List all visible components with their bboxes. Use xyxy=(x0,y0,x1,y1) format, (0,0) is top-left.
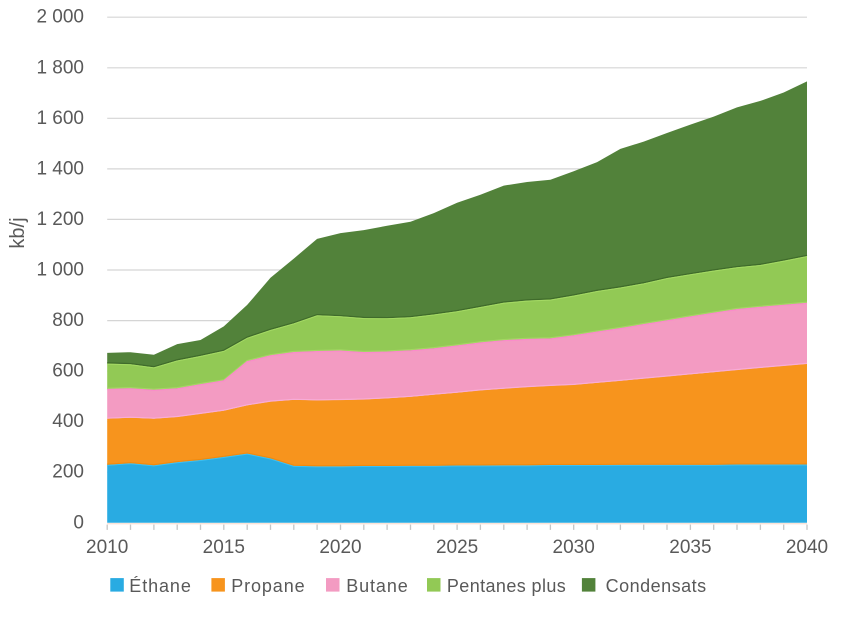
svg-text:1 600: 1 600 xyxy=(36,108,84,129)
svg-text:2040: 2040 xyxy=(786,537,828,558)
svg-text:2035: 2035 xyxy=(669,537,711,558)
svg-text:1 800: 1 800 xyxy=(36,57,84,78)
svg-text:2025: 2025 xyxy=(436,537,478,558)
svg-text:800: 800 xyxy=(52,310,84,331)
svg-text:Butane: Butane xyxy=(346,576,408,596)
svg-text:1 200: 1 200 xyxy=(36,209,84,230)
svg-text:2030: 2030 xyxy=(553,537,595,558)
svg-text:Propane: Propane xyxy=(231,576,305,596)
svg-text:2020: 2020 xyxy=(319,537,361,558)
svg-text:1 400: 1 400 xyxy=(36,158,84,179)
svg-text:600: 600 xyxy=(52,361,84,382)
svg-text:kb/j: kb/j xyxy=(7,217,29,248)
svg-text:Éthane: Éthane xyxy=(129,576,191,596)
svg-text:200: 200 xyxy=(52,462,84,483)
svg-text:Pentanes plus: Pentanes plus xyxy=(447,576,566,596)
svg-text:Condensats: Condensats xyxy=(606,576,707,596)
svg-text:2010: 2010 xyxy=(86,537,128,558)
svg-text:2 000: 2 000 xyxy=(36,7,84,28)
svg-text:1 000: 1 000 xyxy=(36,260,84,281)
svg-text:2015: 2015 xyxy=(203,537,245,558)
svg-text:400: 400 xyxy=(52,411,84,432)
svg-text:0: 0 xyxy=(73,512,84,533)
